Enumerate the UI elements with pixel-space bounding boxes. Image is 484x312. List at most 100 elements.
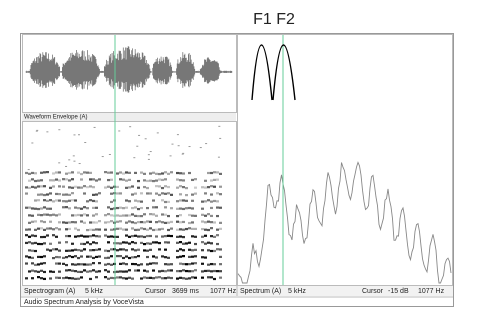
spectrogram-cell xyxy=(194,255,197,257)
spectrogram-cell xyxy=(110,229,113,231)
spectrogram-cell xyxy=(83,263,86,265)
spectrogram-speck xyxy=(73,161,75,162)
spectrogram-cell xyxy=(149,172,152,174)
spectrogram-cell xyxy=(116,186,119,188)
spectrogram-panel xyxy=(23,122,237,286)
spectrogram-cell xyxy=(210,172,213,174)
spectrogram-cell xyxy=(107,263,110,265)
spectrogram-cell xyxy=(152,262,155,264)
spectrogram-cell xyxy=(68,221,71,223)
spectrogram-cell xyxy=(86,200,89,202)
spectrogram-cell xyxy=(68,235,71,237)
spectrogram-cell xyxy=(68,250,71,252)
spectrogram-cell xyxy=(58,262,61,264)
spectrogram-cell xyxy=(86,241,89,243)
spectrogram-cell xyxy=(107,271,110,273)
spectrogram-cell xyxy=(89,221,92,223)
spectrogram-cell xyxy=(43,262,46,264)
spectrogram-cell xyxy=(55,256,58,258)
spectrogram-cell xyxy=(134,256,137,258)
spectrogram-cell xyxy=(216,229,219,231)
spectrogram-cell xyxy=(40,236,43,238)
spectrogram-cell xyxy=(28,207,31,209)
spectrogram-cell xyxy=(40,179,43,181)
spectrogram-cell xyxy=(92,200,95,202)
spectrogram-cell xyxy=(146,180,149,182)
spectrogram-cell xyxy=(137,215,140,217)
spectrogram-cell xyxy=(176,187,179,189)
spectrogram-cell xyxy=(204,187,207,189)
spectrogram-speck xyxy=(200,147,202,148)
spectrogram-cell xyxy=(191,276,194,278)
spectrogram-cell xyxy=(185,194,188,196)
spectrogram-cell xyxy=(152,255,155,257)
spectrogram-cell xyxy=(216,243,219,245)
spectrogram-cell xyxy=(68,194,71,196)
spectrogram-cell xyxy=(210,235,213,237)
spectrogram-cell xyxy=(28,256,31,258)
spectrogram-cell xyxy=(201,241,204,243)
spectrogram-cell xyxy=(68,172,71,174)
spectrogram-cell xyxy=(116,255,119,257)
spectrogram-cell xyxy=(140,227,143,229)
spectrogram-cell xyxy=(179,172,182,174)
spectrogram-cell xyxy=(49,208,52,210)
spectrogram-cell xyxy=(80,187,83,189)
spectrogram-cell xyxy=(176,236,179,238)
spectrogram-cell xyxy=(122,248,125,250)
spectrogram-cell xyxy=(92,194,95,196)
spectrogram-cell xyxy=(210,179,213,181)
spectrogram-cell xyxy=(167,186,170,188)
spectrogram-cell xyxy=(68,277,71,279)
spectrogram-cell xyxy=(191,256,194,258)
spectrogram-cell xyxy=(149,180,152,182)
spectrogram-cell xyxy=(140,235,143,237)
spectrogram-cell xyxy=(131,185,134,187)
spectrogram-cell xyxy=(207,276,210,278)
spectrogram-cell xyxy=(34,208,37,210)
spectrogram-cell xyxy=(92,269,95,271)
spectrogram-cell xyxy=(40,220,43,222)
spectrogram-cell xyxy=(74,214,77,216)
spectrogram-cell xyxy=(125,187,128,189)
spectrogram-speck xyxy=(218,126,220,127)
spectrogram-speck xyxy=(28,169,30,170)
spectrogram-cell xyxy=(179,193,182,195)
spectrogram-cell xyxy=(116,242,119,244)
spectrogram-cell xyxy=(149,227,152,229)
spectrogram-cell xyxy=(71,277,74,279)
spectrogram-cell xyxy=(182,186,185,188)
spectrogram-cell xyxy=(137,221,140,223)
spectrogram-cell xyxy=(110,277,113,279)
spectrogram-cell xyxy=(164,206,167,208)
spectrogram-cell xyxy=(158,173,161,175)
spectrogram-cell xyxy=(58,256,61,258)
spectrogram-cell xyxy=(83,222,86,224)
spectrogram-cell xyxy=(194,269,197,271)
spectrogram-cell xyxy=(146,277,149,279)
spectrogram-cell xyxy=(104,229,107,231)
spectrogram-cell xyxy=(128,236,131,238)
spectrogram-cell xyxy=(134,263,137,265)
spectrogram-cell xyxy=(116,214,119,216)
spectrogram-cell xyxy=(204,256,207,258)
spectrogram-cell xyxy=(83,206,86,208)
spectrogram-cell xyxy=(37,228,40,230)
spectrogram-cell xyxy=(37,194,40,196)
spectrogram-cell xyxy=(86,172,89,174)
spectrogram-cell xyxy=(49,227,52,229)
spectrogram-cell xyxy=(188,214,191,216)
spectrogram-cell xyxy=(191,200,194,202)
spectrogram-cell xyxy=(86,186,89,188)
spectrogram-cell xyxy=(116,221,119,223)
spectrogram-cell xyxy=(49,270,52,272)
spectrogram-cell xyxy=(158,178,161,180)
spectrogram-cell xyxy=(182,243,185,245)
spectrogram-cell xyxy=(131,235,134,237)
spectrogram-cell xyxy=(52,257,55,259)
spectrogram-cell xyxy=(43,236,46,238)
spectrogram-cell xyxy=(34,172,37,174)
spectrogram-cell xyxy=(164,178,167,180)
spectrogram-cell xyxy=(207,213,210,215)
spectrogram-cell xyxy=(110,264,113,266)
